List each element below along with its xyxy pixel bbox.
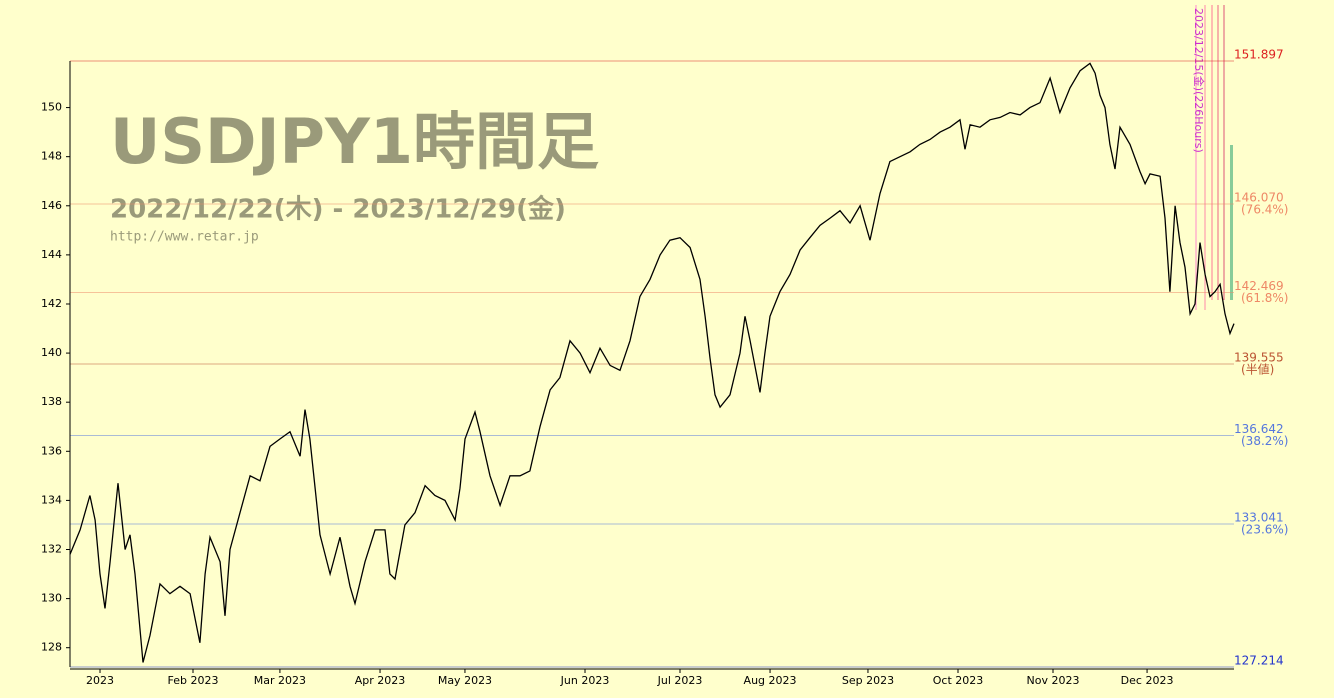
level-ratio: (76.4%) — [1241, 203, 1288, 217]
level-label: 142.469 — [1234, 279, 1284, 293]
y-tick-label: 140 — [41, 346, 62, 359]
x-tick-label: Jul 2023 — [657, 674, 703, 687]
price-line — [69, 62, 1235, 663]
x-tick-label: Mar 2023 — [254, 674, 306, 687]
x-tick-label: May 2023 — [438, 674, 492, 687]
level-ratio: (61.8%) — [1241, 291, 1288, 305]
signal-lines — [1195, 5, 1233, 310]
level-label: 136.642 — [1234, 422, 1284, 436]
y-tick-label: 132 — [41, 542, 62, 555]
y-tick-label: 130 — [41, 592, 62, 605]
annotation: 2023/12/15(金)(226Hours) — [1192, 8, 1206, 153]
level-label: 151.897 — [1234, 48, 1284, 62]
y-tick-label: 144 — [41, 248, 62, 261]
x-tick-label: Dec 2023 — [1121, 674, 1174, 687]
y-tick-label: 142 — [41, 297, 62, 310]
y-tick-label: 136 — [41, 444, 62, 457]
level-label: 133.041 — [1234, 510, 1284, 524]
y-tick-label: 138 — [41, 395, 62, 408]
x-tick-label: Feb 2023 — [168, 674, 219, 687]
y-tick-label: 146 — [41, 199, 62, 212]
y-tick-label: 150 — [41, 101, 62, 114]
level-ratio: (38.2%) — [1241, 434, 1288, 448]
x-tick-label: 2023 — [86, 674, 114, 687]
y-tick-label: 134 — [41, 493, 62, 506]
source: http://www.retar.jp — [110, 230, 259, 245]
x-tick-label: Oct 2023 — [933, 674, 984, 687]
y-tick-label: 128 — [41, 641, 62, 654]
x-tick-label: Nov 2023 — [1027, 674, 1080, 687]
chart-title: USDJPY1時間足 — [110, 105, 599, 178]
x-tick-label: Jun 2023 — [560, 674, 610, 687]
x-tick-label: Apr 2023 — [355, 674, 406, 687]
chart-subtitle: 2022/12/22(木) - 2023/12/29(金) — [110, 194, 566, 225]
level-label: 127.214 — [1234, 654, 1284, 668]
level-ratio: (半値) — [1241, 362, 1274, 377]
level-label: 146.070 — [1234, 191, 1284, 205]
level-ratio: (23.6%) — [1241, 522, 1288, 536]
x-tick-label: Sep 2023 — [842, 674, 894, 687]
x-tick-label: Aug 2023 — [744, 674, 797, 687]
level-label: 139.555 — [1234, 351, 1284, 365]
y-tick-label: 148 — [41, 150, 62, 163]
